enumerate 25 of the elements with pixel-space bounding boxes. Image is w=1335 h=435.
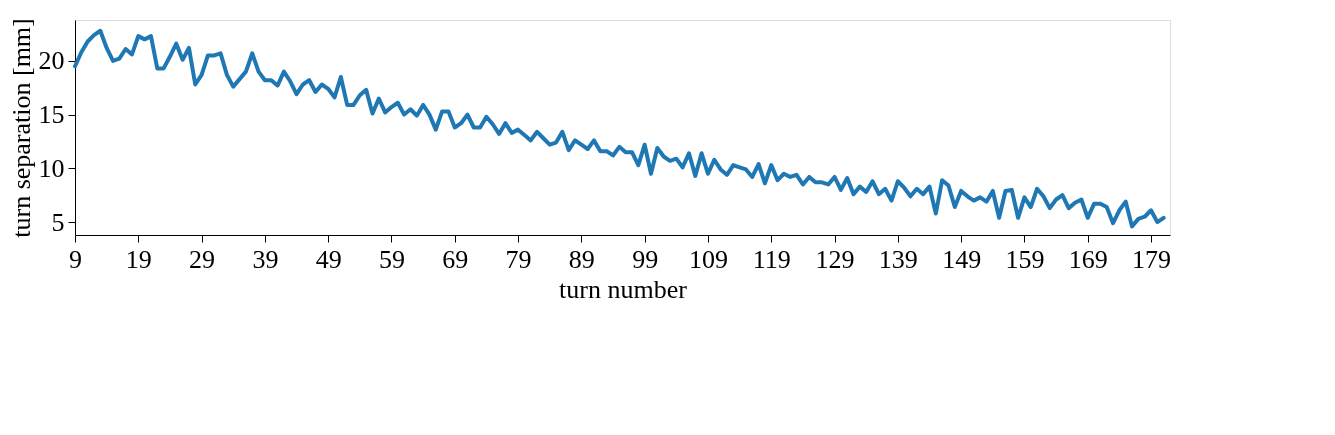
y-tick-label: 20	[38, 46, 65, 76]
x-tick-label: 119	[752, 244, 791, 274]
x-tick-label: 149	[942, 244, 982, 274]
x-tick-label: 39	[252, 244, 279, 274]
x-tick-label: 129	[815, 244, 855, 274]
x-tick-label: 109	[688, 244, 728, 274]
x-tick-label: 59	[378, 244, 405, 274]
x-tick-label: 139	[878, 244, 918, 274]
x-tick-label: 99	[632, 244, 659, 274]
y-tick-label: 15	[38, 100, 65, 130]
x-tick-label: 169	[1068, 244, 1108, 274]
x-tick-label: 49	[315, 244, 342, 274]
x-tick-label: 69	[442, 244, 469, 274]
x-tick-label: 9	[69, 244, 82, 274]
y-tick-label: 5	[51, 207, 65, 237]
x-axis-title: turn number	[559, 274, 688, 304]
x-tick-label: 19	[125, 244, 152, 274]
x-tick-label: 29	[189, 244, 216, 274]
x-tick-label: 89	[568, 244, 595, 274]
x-tick-label: 79	[505, 244, 532, 274]
x-tick-label: 179	[1132, 244, 1172, 274]
y-axis-title: turn separation [mm]	[6, 18, 36, 238]
y-tick-label: 10	[38, 153, 65, 183]
line-series	[73, 28, 1166, 229]
x-tick-label: 159	[1005, 244, 1045, 274]
